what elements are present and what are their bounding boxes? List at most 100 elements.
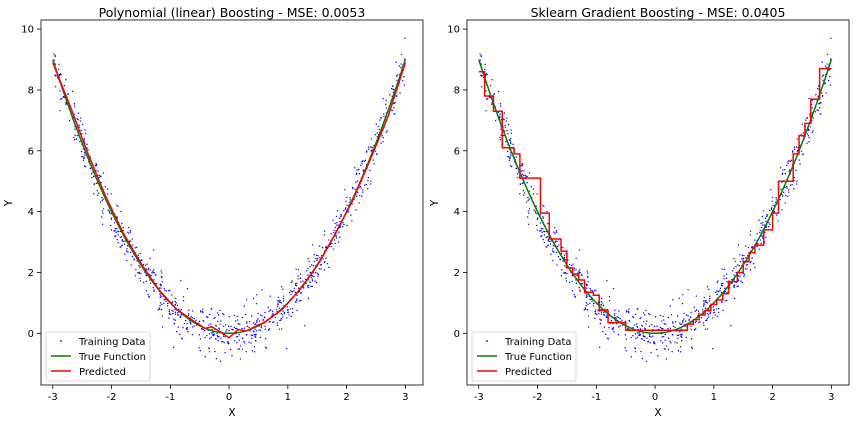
training-point — [628, 308, 630, 310]
training-point — [81, 155, 83, 158]
training-point — [708, 288, 710, 291]
training-point — [208, 333, 211, 335]
x-tick-label: 3 — [828, 392, 834, 403]
training-point — [264, 338, 267, 340]
training-point — [396, 79, 398, 82]
training-point — [161, 281, 163, 283]
training-point — [264, 328, 266, 331]
training-point — [520, 170, 522, 172]
training-point — [65, 79, 67, 81]
training-point — [129, 231, 132, 233]
training-point — [346, 196, 348, 199]
training-point — [358, 169, 360, 171]
training-point — [521, 173, 524, 176]
training-point — [126, 248, 128, 250]
training-point — [399, 92, 401, 94]
training-point — [706, 328, 709, 330]
training-point — [730, 324, 732, 327]
training-point — [349, 197, 351, 199]
training-point — [795, 146, 798, 148]
training-point — [272, 312, 274, 315]
training-point — [219, 323, 221, 325]
training-point — [667, 327, 669, 330]
training-point — [251, 337, 253, 340]
training-point — [71, 90, 74, 93]
training-point — [719, 287, 722, 290]
training-point — [524, 192, 526, 194]
training-point — [269, 295, 272, 297]
training-point — [521, 164, 524, 166]
training-point — [700, 316, 703, 319]
training-point — [121, 244, 124, 247]
training-point — [619, 317, 621, 320]
training-point — [660, 320, 663, 322]
training-point — [227, 325, 230, 328]
training-point — [200, 310, 202, 312]
training-point — [713, 309, 715, 311]
training-point — [560, 275, 562, 277]
training-point — [73, 136, 75, 139]
training-point — [624, 320, 627, 323]
training-point — [677, 350, 680, 352]
training-point — [550, 240, 552, 242]
training-point — [295, 299, 298, 301]
training-point — [602, 330, 604, 333]
training-point — [234, 320, 237, 322]
training-point — [709, 312, 711, 315]
training-point — [63, 96, 65, 99]
training-point — [54, 86, 57, 88]
training-point — [720, 301, 723, 303]
training-point — [210, 323, 212, 325]
training-point — [83, 156, 85, 158]
training-point — [741, 254, 744, 257]
training-point — [224, 351, 226, 354]
training-point — [824, 65, 827, 67]
training-point — [307, 267, 309, 269]
training-point — [101, 196, 103, 199]
training-point — [729, 287, 731, 289]
training-point — [369, 146, 372, 148]
training-point — [234, 327, 237, 330]
training-point — [503, 119, 505, 121]
training-point — [363, 160, 366, 163]
training-point — [213, 317, 215, 320]
training-point — [828, 80, 830, 82]
training-point — [504, 130, 506, 132]
training-point — [117, 205, 119, 208]
training-point — [555, 230, 558, 232]
training-point — [254, 328, 256, 331]
legend-training: Training Data — [78, 337, 146, 348]
training-point — [762, 221, 764, 224]
training-point — [618, 310, 620, 312]
training-point — [699, 321, 701, 323]
training-point — [651, 335, 654, 337]
training-point — [217, 339, 219, 342]
training-point — [161, 326, 164, 328]
training-point — [787, 195, 789, 197]
training-point — [223, 313, 225, 316]
training-point — [617, 326, 620, 328]
training-point — [671, 350, 673, 353]
training-point — [253, 351, 256, 353]
training-point — [241, 337, 244, 339]
training-point — [208, 347, 211, 350]
training-point — [757, 242, 759, 245]
training-point — [676, 342, 678, 344]
training-point — [332, 248, 334, 250]
training-point — [653, 325, 656, 328]
training-point — [771, 200, 773, 202]
training-point — [160, 284, 163, 286]
training-point — [122, 240, 125, 243]
training-point — [742, 257, 745, 260]
training-point — [554, 232, 556, 235]
training-point — [812, 130, 814, 132]
training-point — [315, 281, 318, 284]
training-point — [176, 304, 179, 306]
training-point — [288, 314, 290, 316]
training-point — [254, 323, 256, 325]
training-point — [202, 328, 204, 331]
training-point — [110, 212, 112, 215]
training-point — [276, 300, 279, 302]
training-point — [160, 294, 162, 296]
training-point — [521, 163, 523, 165]
